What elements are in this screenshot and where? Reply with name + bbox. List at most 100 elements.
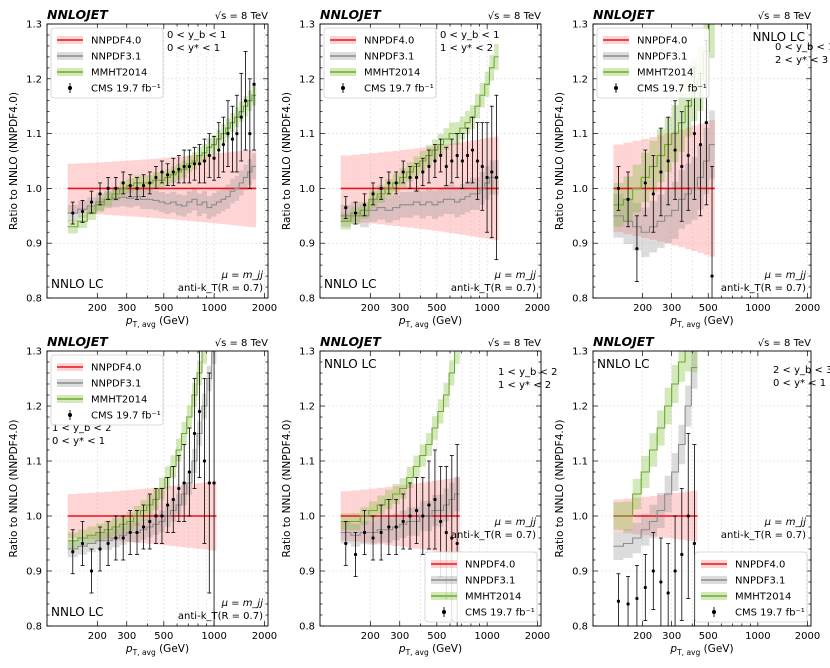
data-point (444, 530, 448, 535)
data-point (394, 181, 398, 185)
x-tick-label: 2000 (795, 303, 820, 314)
data-point (192, 162, 197, 166)
data-point (465, 153, 470, 158)
legend: NNPDF4.0 NNPDF3.1 MMHT2014 CMS 19.7 fb⁻¹ (323, 27, 437, 99)
x-axis-label: pT, avg (GeV) (398, 315, 462, 329)
x-tick-label: 500 (154, 303, 173, 314)
data-point (475, 159, 480, 163)
jet-algo-label: anti-k_T(R = 0.7) (451, 283, 536, 294)
legend-swatch-point (341, 86, 345, 90)
scale-label: μ = m_jj (221, 270, 264, 281)
data-point (680, 552, 684, 557)
data-point (98, 192, 102, 196)
legend-label: MMHT2014 (735, 592, 791, 603)
y-tick-label: 1.1 (26, 129, 42, 140)
brand-label: NNLOJET (320, 334, 382, 349)
plot-area (593, 24, 811, 298)
scale-label: μ = m_jj (221, 598, 264, 609)
y-tick-label: 1.1 (299, 129, 315, 140)
data-point (692, 132, 697, 136)
panel-1: 200 300 500 1000 2000 0.8 0.9 1.0 1.1 1.2 1.3 Ratio… (8, 7, 277, 329)
legend: NNPDF4.0 NNPDF3.1 MMHT2014 CMS 19.7 fb⁻¹ (596, 27, 710, 99)
data-point (202, 159, 207, 163)
y-tick-label: 1.3 (572, 20, 588, 31)
rapidity-label: 0 < y_b < 1 0 < y* < 1 (167, 30, 226, 54)
x-tick-label: 300 (117, 631, 136, 642)
data-point (235, 132, 239, 136)
data-point (480, 164, 484, 169)
data-point (666, 159, 670, 163)
data-point (460, 159, 464, 163)
brand-label: NNLOJET (593, 7, 655, 22)
rapidity-label: 2 < y_b < 3 0 < y* < 1 (773, 365, 830, 389)
legend-swatch-point (712, 610, 716, 614)
y-tick-label: 1.2 (299, 74, 315, 85)
data-point (166, 503, 170, 507)
legend-label: CMS 19.7 fb⁻¹ (465, 608, 535, 619)
data-point (659, 170, 663, 174)
data-point (427, 164, 431, 169)
y-tick-label: 0.9 (572, 567, 588, 578)
x-axis-label: pT, avg (GeV) (125, 643, 189, 657)
data-point (197, 162, 202, 166)
axes-frame (592, 23, 812, 299)
data-point (704, 121, 708, 125)
y-tick-label: 1.1 (299, 457, 315, 468)
rapidity-label: 0 < y_b < 1 1 < y* < 2 (440, 30, 499, 54)
x-axis-label: pT, avg (GeV) (398, 643, 462, 657)
y-tick-label: 1.2 (572, 74, 588, 85)
legend: NNPDF4.0 NNPDF3.1 MMHT2014 CMS 19.7 fb⁻¹ (424, 551, 538, 623)
data-point (98, 547, 102, 551)
data-point (128, 530, 132, 535)
data-point (635, 247, 639, 251)
legend-label: CMS 19.7 fb⁻¹ (735, 608, 805, 619)
legend-label: CMS 19.7 fb⁻¹ (91, 411, 161, 422)
axes-frame (319, 350, 542, 627)
data-point (171, 497, 175, 502)
x-axis-label-symbol: p (669, 315, 677, 327)
y-tick-label: 1.2 (572, 402, 588, 413)
data-point (148, 519, 152, 524)
energy-label: √s = 8 TeV (758, 11, 811, 22)
energy-label: √s = 8 TeV (488, 11, 541, 22)
legend-label: MMHT2014 (91, 395, 147, 406)
x-tick-label: 200 (88, 631, 107, 642)
data-point (187, 164, 191, 169)
brand-label: NNLOJET (593, 334, 655, 349)
x-axis-label-symbol: p (398, 643, 406, 655)
data-point (371, 192, 375, 196)
rapidity-ystar: 1 < y* < 2 (440, 43, 493, 54)
data-point (187, 470, 191, 474)
data-point (470, 148, 475, 152)
legend-box (50, 354, 164, 426)
data-point (394, 525, 398, 529)
legend-swatch-point (442, 610, 446, 614)
data-point (148, 181, 152, 185)
series-line-nnpdf31 (613, 366, 698, 547)
order-label: NNLO LC (51, 605, 104, 619)
y-tick-label: 1.1 (572, 457, 588, 468)
data-point (89, 569, 94, 573)
data-point (659, 580, 663, 584)
data-point (362, 530, 367, 535)
energy-label: √s = 8 TeV (758, 338, 811, 349)
x-axis-label-unit: (GeV) (700, 643, 733, 655)
data-point (217, 148, 221, 152)
x-tick-label: 300 (662, 631, 681, 642)
x-tick-label: 1000 (201, 631, 226, 642)
legend: NNPDF4.0 NNPDF3.1 MMHT2014 CMS 19.7 fb⁻¹ (50, 27, 164, 99)
data-point (408, 175, 412, 180)
legend-label: MMHT2014 (364, 68, 420, 79)
data-point (698, 142, 703, 147)
legend-label: MMHT2014 (91, 68, 147, 79)
y-tick-label: 1.3 (26, 347, 42, 358)
series-line-nnpdf31 (67, 165, 257, 214)
y-axis-label: Ratio to NNLO (NNPDF4.0) (8, 92, 20, 230)
plot-area (47, 351, 268, 626)
y-tick-label: 0.9 (572, 239, 588, 250)
data-point (444, 164, 448, 169)
panel-3: 200 300 500 1000 2000 0.8 0.9 1.0 1.1 1.2 1.3 Ratio… (554, 7, 830, 329)
y-tick-label: 1.0 (572, 512, 588, 523)
data-point (710, 274, 714, 278)
